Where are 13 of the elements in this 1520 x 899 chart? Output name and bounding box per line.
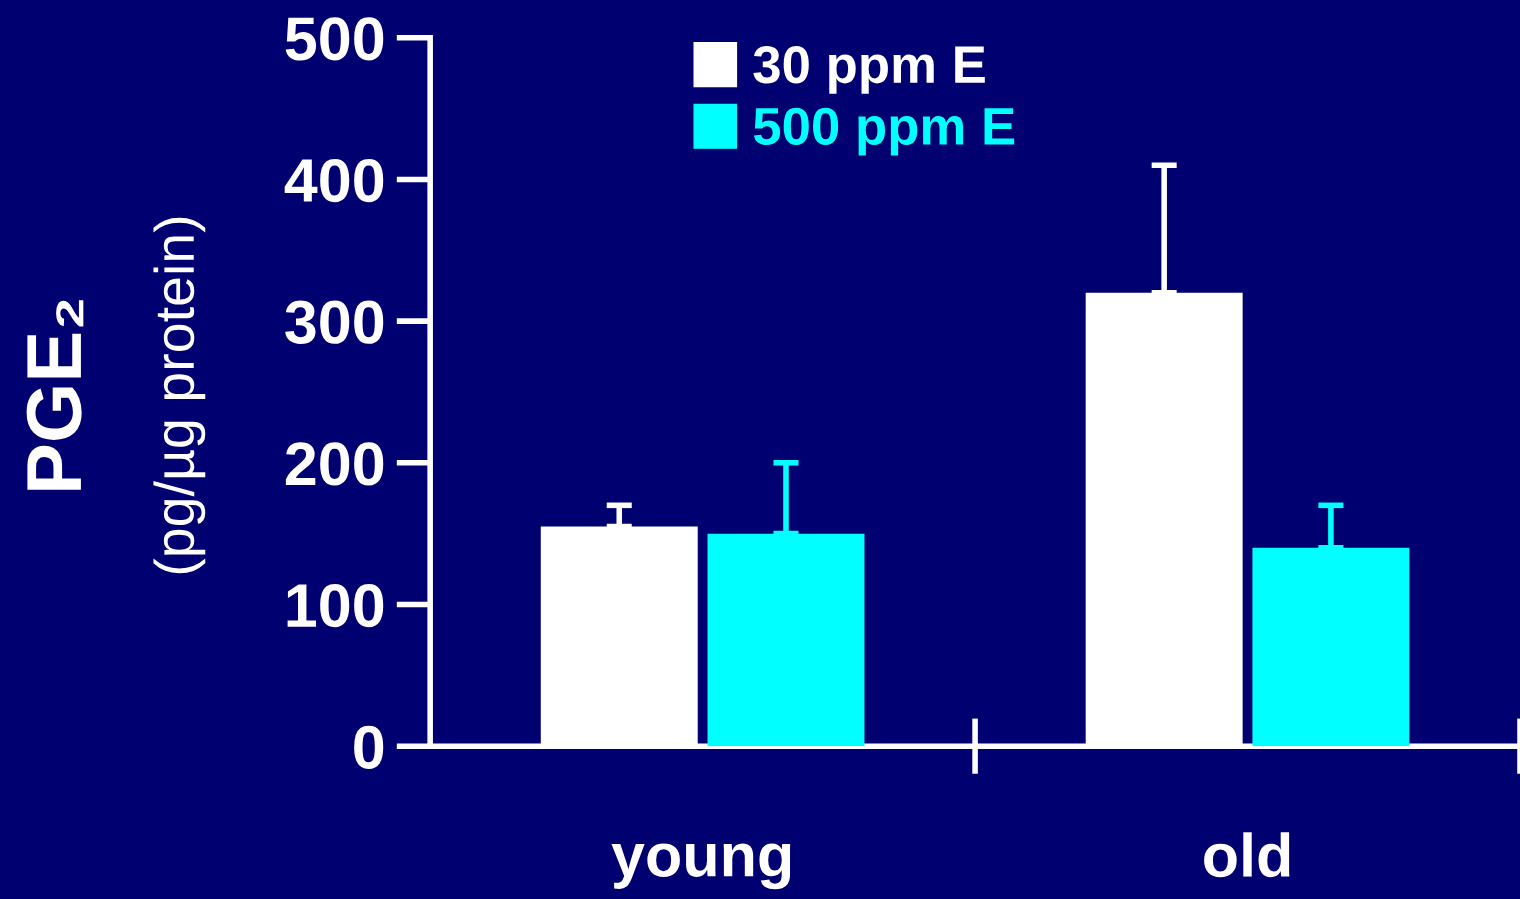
y-tick-label: 400 bbox=[284, 158, 384, 203]
y-tick-label: 0 bbox=[354, 725, 384, 769]
bar bbox=[1252, 547, 1410, 747]
x-tick-label: old bbox=[1204, 832, 1290, 878]
y-axis-title: PGE₂ (pg/µg protein) bbox=[26, 217, 206, 574]
legend-label: 30 ppm E bbox=[753, 46, 985, 94]
y-tick-label: 200 bbox=[285, 442, 384, 486]
y-tick-label: 300 bbox=[285, 300, 384, 344]
y-tick-label: 100 bbox=[287, 583, 384, 628]
bar bbox=[707, 533, 865, 747]
legend-label: 500 ppm E bbox=[753, 107, 1015, 156]
x-tick-label: young bbox=[611, 843, 791, 890]
y-tick-label: 500 bbox=[285, 17, 384, 61]
